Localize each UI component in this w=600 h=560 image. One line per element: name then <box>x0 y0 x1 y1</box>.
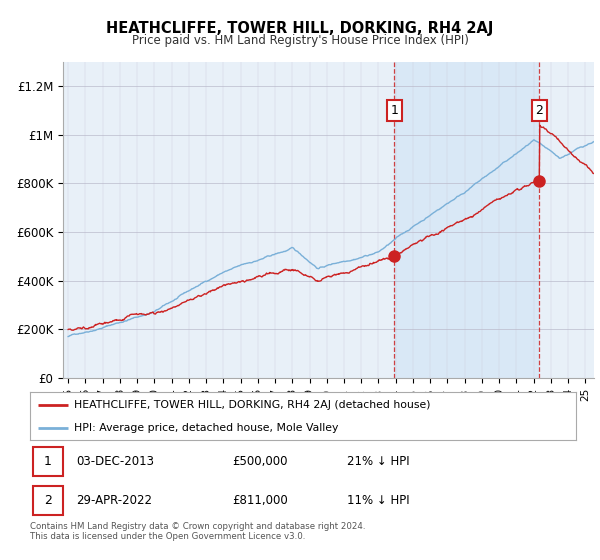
Text: 1: 1 <box>391 104 398 117</box>
Text: 11% ↓ HPI: 11% ↓ HPI <box>347 494 409 507</box>
Text: 03-DEC-2013: 03-DEC-2013 <box>76 455 154 468</box>
Text: 2: 2 <box>44 494 52 507</box>
Text: HPI: Average price, detached house, Mole Valley: HPI: Average price, detached house, Mole… <box>74 423 338 433</box>
Text: 21% ↓ HPI: 21% ↓ HPI <box>347 455 409 468</box>
Text: Contains HM Land Registry data © Crown copyright and database right 2024.
This d: Contains HM Land Registry data © Crown c… <box>30 522 365 542</box>
Text: £500,000: £500,000 <box>232 455 287 468</box>
Text: 29-APR-2022: 29-APR-2022 <box>76 494 152 507</box>
Text: Price paid vs. HM Land Registry's House Price Index (HPI): Price paid vs. HM Land Registry's House … <box>131 34 469 46</box>
Text: HEATHCLIFFE, TOWER HILL, DORKING, RH4 2AJ: HEATHCLIFFE, TOWER HILL, DORKING, RH4 2A… <box>106 21 494 36</box>
FancyBboxPatch shape <box>33 447 63 476</box>
Text: 2: 2 <box>535 104 543 117</box>
Bar <box>394 62 539 378</box>
FancyBboxPatch shape <box>33 486 63 515</box>
Text: £811,000: £811,000 <box>232 494 288 507</box>
Text: 1: 1 <box>44 455 52 468</box>
Text: HEATHCLIFFE, TOWER HILL, DORKING, RH4 2AJ (detached house): HEATHCLIFFE, TOWER HILL, DORKING, RH4 2A… <box>74 400 430 410</box>
